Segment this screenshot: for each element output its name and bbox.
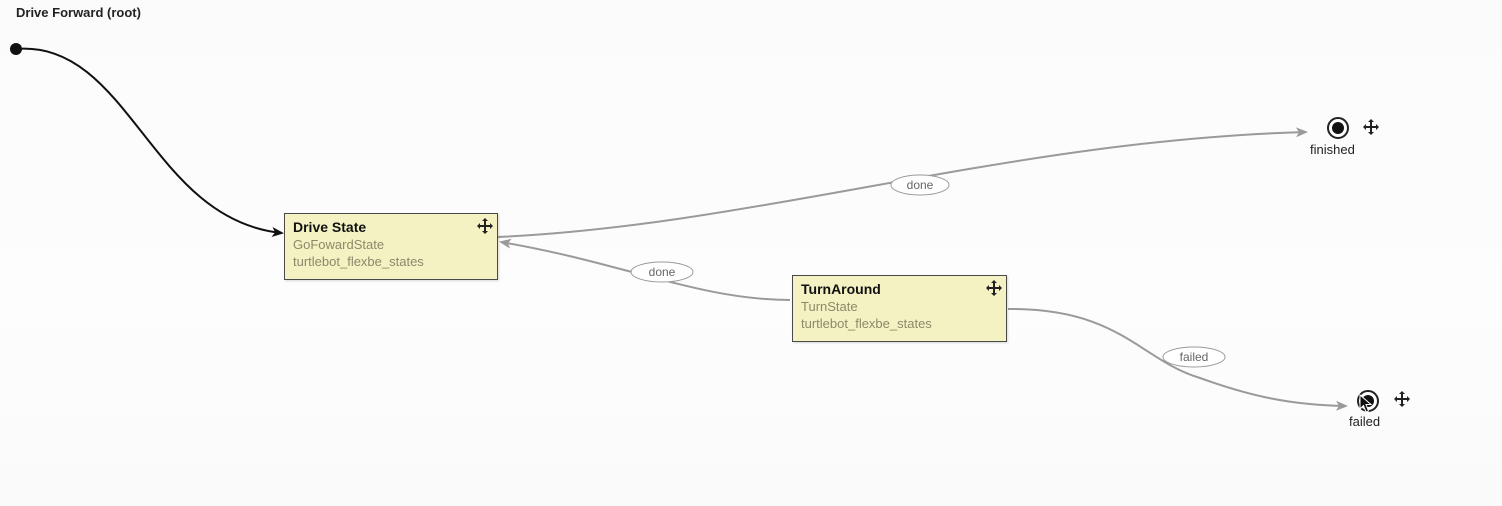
state-name: TurnAround — [801, 281, 881, 297]
state-package: turtlebot_flexbe_states — [801, 316, 932, 331]
svg-text:done: done — [907, 178, 934, 192]
state-name: Drive State — [293, 219, 367, 235]
move-arrows-icon[interactable] — [985, 279, 1003, 297]
transition-initial-to-drive-state[interactable] — [15, 47, 284, 237]
outcome-finished-label: finished — [1310, 142, 1355, 157]
outcome-finished-icon[interactable] — [1327, 117, 1349, 139]
state-turnaround[interactable]: TurnAround TurnState turtlebot_flexbe_st… — [792, 275, 1007, 342]
transition-turnaround-to-failed[interactable] — [1007, 307, 1348, 411]
state-drive-state[interactable]: Drive State GoFowardState turtlebot_flex… — [284, 213, 498, 280]
state-package: turtlebot_flexbe_states — [293, 254, 424, 269]
edge-label-failed[interactable]: failed — [1162, 346, 1226, 368]
state-class: TurnState — [801, 299, 858, 314]
svg-text:done: done — [649, 265, 676, 279]
move-arrows-icon[interactable] — [476, 217, 494, 235]
mouse-cursor-icon — [1359, 394, 1373, 413]
svg-text:failed: failed — [1180, 350, 1209, 364]
state-class: GoFowardState — [293, 237, 385, 252]
move-arrows-icon[interactable] — [1393, 390, 1411, 408]
edge-label-done-turnaround[interactable]: done — [630, 261, 694, 283]
edge-label-done-finished[interactable]: done — [890, 174, 950, 196]
state-machine-title: Drive Forward (root) — [16, 5, 141, 20]
transition-drive-state-to-finished[interactable] — [497, 127, 1308, 238]
outcome-failed-label: failed — [1349, 414, 1381, 429]
move-arrows-icon[interactable] — [1362, 118, 1380, 136]
